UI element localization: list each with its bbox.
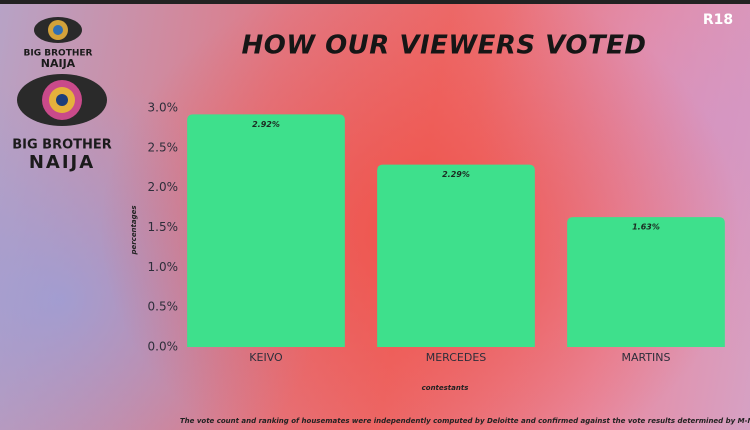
y-tick-label: 2.5% — [148, 140, 179, 154]
value-label: 1.63% — [632, 223, 660, 232]
y-tick-label: 2.0% — [148, 180, 179, 194]
x-tick-label: KEIVO — [249, 351, 283, 364]
rating-badge: R18 — [703, 12, 733, 28]
top-edge — [0, 0, 750, 4]
y-tick-label: 0.0% — [148, 340, 179, 354]
y-tick-label: 0.5% — [148, 300, 179, 314]
bar — [377, 164, 535, 347]
footnote: The vote count and ranking of housemates… — [180, 417, 750, 425]
logo-top: BIG BROTHER NAIJA — [24, 17, 93, 70]
y-tick-label: 1.5% — [148, 220, 179, 234]
x-axis-label: contestants — [422, 384, 469, 392]
plot: 0.0% 0.5% 1.0% 1.5% 2.0% 2.5% 3.0% KEIVO 2.92% ME… — [148, 101, 725, 364]
y-axis-label: percentages — [130, 205, 138, 255]
bar — [187, 114, 345, 347]
value-label: 2.29% — [442, 170, 470, 179]
x-tick-label: MERCEDES — [426, 351, 487, 364]
logo-text: BIG BROTHER — [24, 49, 93, 59]
x-tick-label: MARTINS — [621, 351, 670, 364]
y-tick-label: 3.0% — [148, 101, 179, 115]
value-label: 2.92% — [252, 120, 280, 129]
logo-text: BIG BROTHER — [12, 138, 112, 153]
bar — [567, 217, 725, 347]
logo-text: NAIJA — [29, 152, 95, 173]
chart-title: HOW OUR VIEWERS VOTED — [241, 31, 646, 61]
logo-main: BIG BROTHER NAIJA — [12, 74, 112, 173]
logo-text: NAIJA — [41, 57, 76, 70]
y-tick-label: 1.0% — [148, 260, 179, 274]
